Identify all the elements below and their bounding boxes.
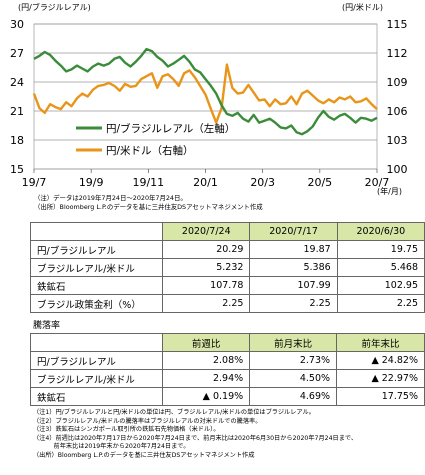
right-tick-label: 103 [387,134,408,147]
series-line-left [33,47,378,136]
x-tick-label: 20/5 [307,176,332,189]
right-tick-label: 106 [387,105,408,118]
footnote: 前年末比は2019年末から2020年7月24日まで。 [33,443,190,451]
row-label: 円/ブラジルレアル [29,240,164,259]
cell: 102.95 [336,276,425,295]
left-tick-label: 18 [10,134,24,147]
right-axis-label: (円/米ドル) [342,3,383,12]
cell: 20.29 [162,240,251,259]
row-label: ブラジルレアル/米ドル [29,258,164,277]
right-tick-label: 100 [387,163,408,176]
cell: 2.25 [336,294,425,313]
change-table: 前週比 前月末比 前年末比 円/ブラジルレアル 2.08% 2.73% ▲ 24… [30,333,425,406]
cell: 2.73% [249,351,338,370]
left-tick-label: 24 [10,76,24,89]
table-row: 鉄鉱石 ▲ 0.19% 4.69% 17.75% [30,387,425,406]
left-tick-label: 30 [10,18,24,31]
table-row: 円/ブラジルレアル 2.08% 2.73% ▲ 24.82% [30,351,425,370]
cell: 5.468 [336,258,425,277]
price-table-col: 2020/7/24 [162,222,251,241]
footnote: （出所）Bloomberg L.P.のデータを基に三井住友DSアセットマネジメン… [33,451,255,459]
row-label: ブラジル政策金利（%） [29,294,164,313]
cell: ▲ 22.97% [336,369,425,388]
cell: 4.69% [249,387,338,406]
x-tick-label: 19/11 [132,176,164,189]
x-tick-label: 19/9 [79,176,104,189]
cell: 2.94% [161,369,251,388]
cell: 2.25 [249,294,338,313]
change-table-col: 前月末比 [249,333,338,352]
series-line-right [32,63,378,124]
left-tick-label: 15 [10,163,24,176]
cell: 5.386 [249,258,338,277]
right-tick-label: 115 [387,18,408,31]
change-table-col: 前週比 [161,333,251,352]
cell: ▲ 0.19% [161,387,251,406]
footnotes: （注1）円/ブラジルレアルと円/米ドルの単位は円、ブラジルレアル/米ドルの単位は… [33,409,357,461]
legend-label: 円/ブラジルレアル（左軸） [106,122,235,135]
price-table-header: 2020/7/24 2020/7/17 2020/6/30 [29,222,425,241]
chart: (円/ブラジルレアル) (円/米ドル) (年/月) 15 18 21 24 27 30 1… [0,0,425,210]
cell: 4.50% [249,369,338,388]
cell: 5.232 [162,258,251,277]
left-tick-label: 27 [10,47,24,60]
price-table-col: 2020/6/30 [336,222,425,241]
price-table-col: 2020/7/17 [249,222,338,241]
cell: 2.25 [162,294,251,313]
change-table-col: 前年末比 [336,333,425,352]
cell: 107.99 [249,276,338,295]
price-table-corner [29,222,164,241]
x-tick-label: 20/1 [193,176,218,189]
right-tick-label: 112 [387,47,408,60]
chart-note: （注）データは2019年7月24日～2020年7月24日。 [34,194,187,202]
change-table-header: 前週比 前月末比 前年末比 [30,333,425,352]
chart-source: （出所）Bloomberg L.P.のデータを基に三井住友DSアセットマネジメン… [34,203,263,211]
cell: 107.78 [162,276,251,295]
table-row: ブラジルレアル/米ドル 5.232 5.386 5.468 [29,258,425,277]
cell: 19.87 [249,240,338,259]
x-tick-label: 20/3 [250,176,275,189]
cell: 17.75% [336,387,425,406]
row-label: 鉄鉱石 [30,387,163,406]
section-label-change: 騰落率 [33,321,61,331]
cell: ▲ 24.82% [336,351,425,370]
legend-label: 円/米ドル（右軸） [106,144,194,157]
footnote: （注3）鉄鉱石はシンガポール取引所の鉄鉱石先物価格（米ドル）。 [33,426,220,434]
table-row: 鉄鉱石 107.78 107.99 102.95 [29,276,425,295]
left-axis-label: (円/ブラジルレアル) [18,3,91,12]
footnote: （注4）前週比は2020年7月17日から2020年7月24日まで、前月末比は20… [33,434,358,442]
table-row: 円/ブラジルレアル 20.29 19.87 19.75 [29,240,425,259]
footnote: （注2）ブラジルレアル/米ドルの騰落率はブラジルレアルの対米ドルでの騰落率。 [33,417,262,425]
row-label: 円/ブラジルレアル [30,351,163,370]
row-label: ブラジルレアル/米ドル [30,369,163,388]
table-row: ブラジルレアル/米ドル 2.94% 4.50% ▲ 22.97% [30,369,425,388]
footnote: （注1）円/ブラジルレアルと円/米ドルの単位は円、ブラジルレアル/米ドルの単位は… [33,409,315,416]
right-tick-label: 109 [387,76,408,89]
row-label: 鉄鉱石 [29,276,164,295]
chart-plot: 15 18 21 24 27 30 100 103 106 109 112 115 19/7 19/9… [10,18,408,189]
change-table-corner [30,333,163,352]
cell: 2.08% [161,351,251,370]
cell: 19.75 [336,240,425,259]
x-tick-label: 19/7 [22,176,47,189]
left-tick-label: 21 [10,105,24,118]
table-row: ブラジル政策金利（%） 2.25 2.25 2.25 [29,294,425,313]
x-tick-label: 20/7 [365,176,390,189]
x-axis-unit: (年/月) [377,187,402,196]
price-table: 2020/7/24 2020/7/17 2020/6/30 円/ブラジルレアル … [29,222,425,313]
